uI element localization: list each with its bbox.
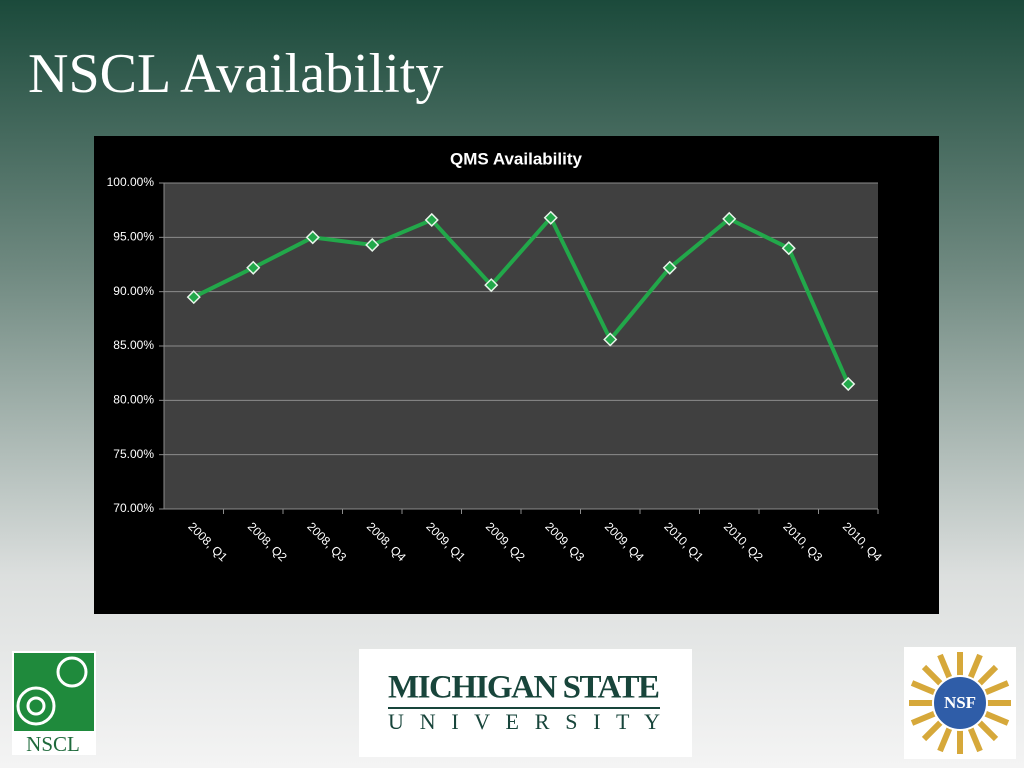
- point: [543, 210, 558, 225]
- point: [484, 278, 499, 293]
- y-tick-label: 95.00%: [113, 230, 154, 244]
- point: [305, 230, 320, 245]
- point: [603, 332, 618, 347]
- y-tick-label: 75.00%: [113, 447, 154, 461]
- msu-logo: MICHIGAN STATE U N I V E R S I T Y: [359, 649, 692, 757]
- chart-title: QMS Availability: [450, 149, 582, 168]
- nscl-logo-square: [14, 653, 94, 731]
- point: [186, 290, 201, 305]
- point: [246, 260, 261, 275]
- msu-logo-line1: MICHIGAN STATE: [388, 670, 660, 706]
- nscl-logo: NSCL: [12, 651, 96, 756]
- point: [841, 376, 856, 392]
- y-tick-label: 80.00%: [113, 393, 154, 407]
- y-tick-label: 90.00%: [113, 284, 154, 298]
- y-tick-label: 85.00%: [113, 338, 154, 352]
- nscl-logo-swirl: [16, 686, 56, 726]
- chart: QMS Availability 70.00% 75.00% 80.00% 85.00…: [94, 136, 939, 614]
- nsf-logo: NSF: [904, 647, 1016, 759]
- nscl-logo-swirl: [56, 656, 88, 688]
- nscl-logo-text: NSCL: [26, 732, 80, 756]
- nscl-logo-swirl: [26, 696, 46, 716]
- line: [192, 215, 851, 385]
- point: [662, 260, 677, 275]
- point: [424, 212, 439, 228]
- slide-title: NSCL Availability: [28, 43, 443, 105]
- y-tick-label: 100.00%: [107, 175, 155, 189]
- point: [781, 241, 796, 256]
- nsf-logo-text: NSF: [944, 693, 976, 712]
- msu-logo-line2: U N I V E R S I T Y: [388, 709, 660, 734]
- nsf-logo-globe: [932, 675, 988, 731]
- y-tick-label: 70.00%: [113, 501, 154, 515]
- point: [722, 211, 737, 226]
- point: [365, 237, 380, 253]
- msu-logo-bg: [359, 649, 692, 757]
